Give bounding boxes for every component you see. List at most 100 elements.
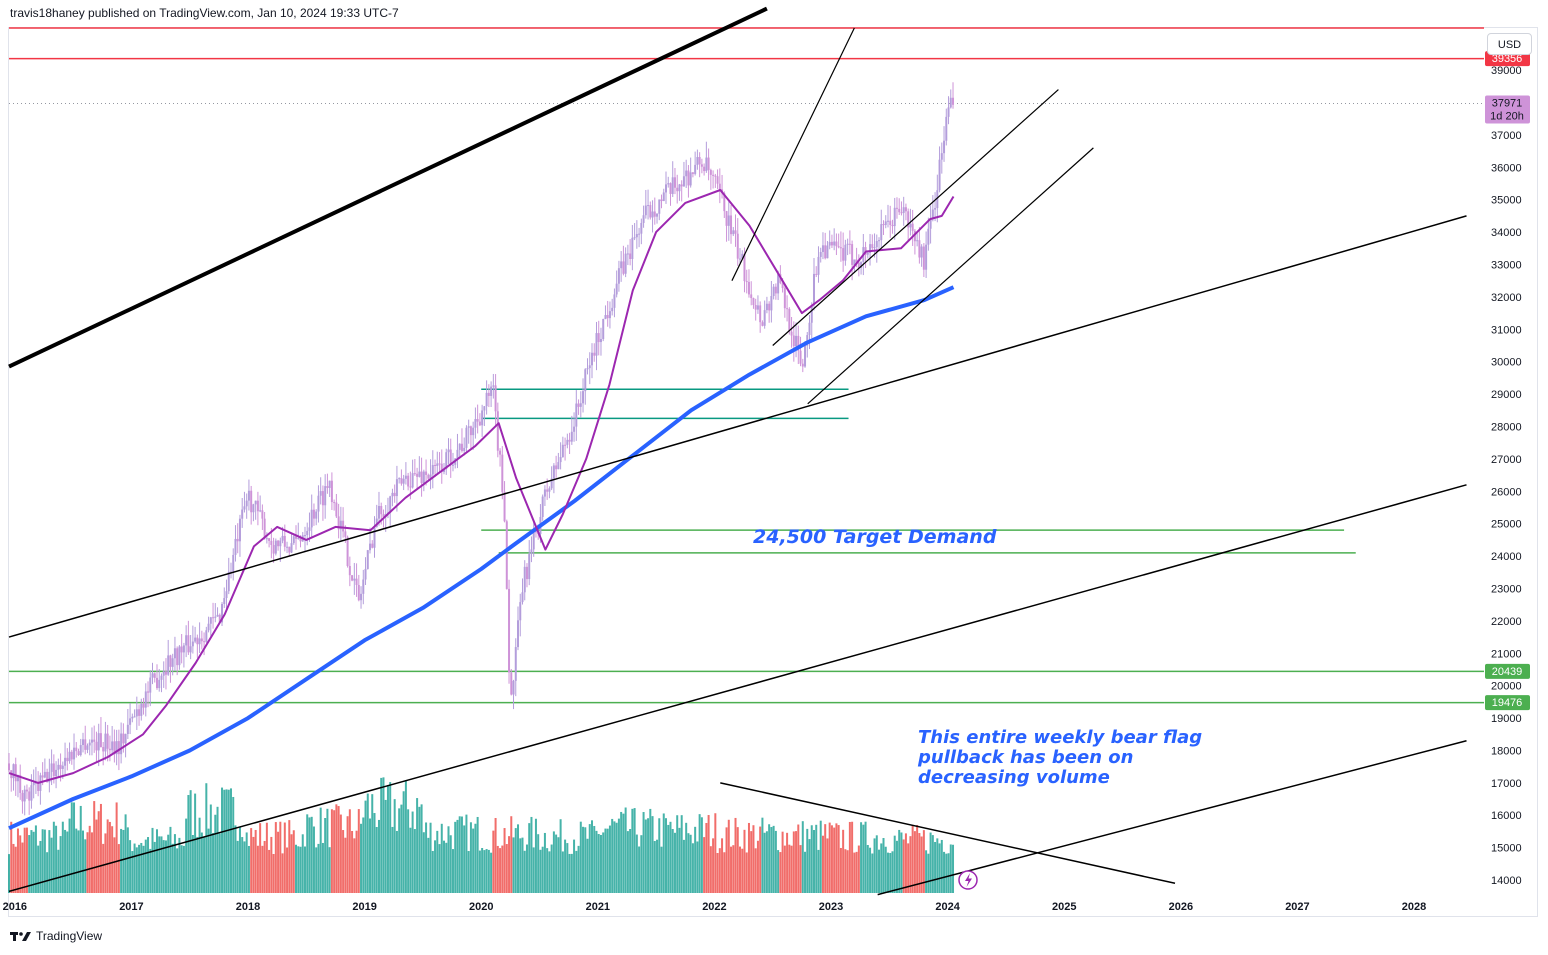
volume-bar-399 [902,839,905,893]
volume-bar-329 [745,852,748,893]
candle-body-375 [848,243,851,245]
candle-body-200 [456,449,459,459]
currency-button[interactable]: USD [1487,33,1532,55]
price-tick-19: 19000 [1491,713,1522,725]
candle-body-3 [14,764,17,782]
price-axis[interactable]: 39000 37000 36000 35000 34000 33000 32000 31000… [1491,65,1522,887]
candle-body-202 [460,443,463,452]
volume-bar-58 [138,844,141,893]
volume-bar-34 [84,839,87,893]
volume-bar-340 [770,827,773,893]
candle-body-68 [160,675,163,680]
candle-body-295 [669,183,672,194]
volume-bar-232 [528,823,531,893]
lightning-icon[interactable] [958,870,978,890]
volume-bar-320 [725,827,728,893]
candle-body-223 [508,588,511,673]
volume-bar-231 [525,844,528,893]
candle-body-240 [546,489,549,492]
candle-body-216 [492,385,495,387]
volume-bar-230 [523,850,526,893]
volume-bar-269 [611,818,614,893]
price-tick-10: 28000 [1491,421,1522,433]
time-axis[interactable]: 2016 2017 2018 2019 2020 2021 2022 2023 2024 2025… [3,901,1427,913]
volume-bar-395 [893,835,896,893]
volume-bar-44 [106,819,109,893]
price-tick-14: 24000 [1491,551,1522,563]
candle-body-285 [647,205,650,207]
volume-bar-128 [295,844,298,893]
candle-body-234 [532,530,535,550]
candle-body-331 [750,294,753,299]
candle-body-373 [844,244,847,261]
volume-bar-3 [14,846,17,893]
volume-bar-95 [221,787,224,893]
price-label-bg-3 [1485,695,1530,711]
candle-body-198 [451,464,454,466]
trendline-2 [8,484,1467,893]
candle-body-270 [613,294,616,308]
volume-bar-77 [180,845,183,893]
candle-body-330 [747,281,750,295]
candle-body-229 [521,592,524,603]
volume-bar-355 [804,851,807,893]
candle-body-203 [463,447,466,452]
volume-bar-416 [940,839,943,893]
volume-bar-170 [389,782,392,893]
candle-body-314 [712,174,715,176]
volume-bar-299 [678,827,681,893]
candle-body-116 [268,538,271,541]
volume-bar-101 [234,825,237,893]
volume-bar-419 [947,853,950,893]
candle-body-281 [638,233,641,235]
footer-brand: TradingView [10,929,102,943]
volume-bar-295 [669,821,672,893]
candle-body-45 [108,748,111,751]
candle-body-141 [324,486,327,506]
volume-bar-122 [281,853,284,893]
volume-bar-291 [660,846,663,893]
candle-body-268 [608,311,611,319]
candle-body-287 [651,211,654,218]
volume-bar-352 [797,824,800,893]
candle-body-244 [555,465,558,470]
volume-bar-139 [319,807,322,893]
publisher-header: travis18haney published on TradingView.c… [10,6,399,20]
volume-bar-327 [741,848,744,893]
volume-bar-151 [346,816,349,893]
price-tick-22: 16000 [1491,810,1522,822]
volume-bar-91 [212,833,215,893]
candle-body-284 [644,205,647,216]
volume-bar-149 [342,830,345,893]
candle-body-182 [416,473,419,477]
candle-body-51 [122,733,125,744]
volume-bar-31 [77,830,80,893]
candle-body-328 [743,253,746,282]
candle-body-288 [653,211,656,217]
volume-bar-5 [19,835,22,893]
candle-body-222 [505,521,508,589]
volume-bar-321 [727,819,730,893]
volume-bar-333 [754,848,757,893]
candle-body-261 [593,352,596,356]
volume-bar-274 [622,813,625,893]
volume-bar-126 [290,834,293,893]
price-tick-9: 29000 [1491,389,1522,401]
volume-bar-260 [591,820,594,893]
volume-bar-106 [245,832,248,893]
candle-body-413 [934,208,937,210]
candle-body-380 [860,261,863,268]
volume-bar-192 [438,844,441,893]
candle-body-376 [851,244,854,265]
candle-body-73 [171,658,174,667]
candle-body-372 [842,248,845,261]
volume-bar-332 [752,825,755,893]
volume-bar-346 [783,845,786,893]
volume-bar-308 [698,814,701,893]
volume-bar-168 [384,799,387,893]
candle-body-59 [140,703,143,716]
candle-body-332 [752,298,755,306]
candle-body-371 [839,247,842,249]
volume-bar-300 [680,815,683,893]
